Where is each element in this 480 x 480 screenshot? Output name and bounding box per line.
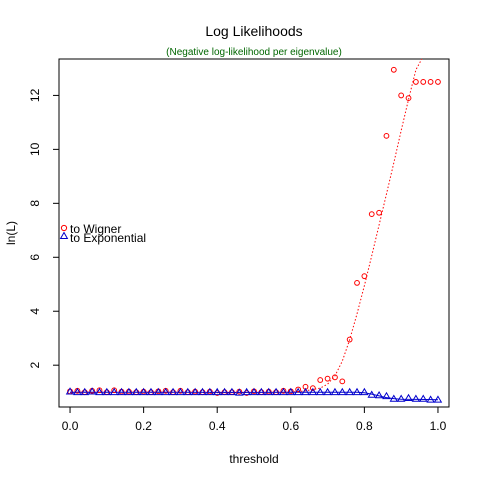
exponential-point [205, 387, 215, 396]
exponential-point [433, 395, 443, 403]
y-tick-label: 4 [28, 308, 42, 315]
exponential-point [176, 387, 185, 396]
exponential-point [146, 387, 156, 396]
exponential-point [396, 394, 406, 402]
wigner-point [368, 211, 375, 218]
legend-exponential-label: to Exponential [70, 231, 146, 245]
chart-subtitle: (Negative log-likelihood per eigenvalue) [166, 47, 342, 58]
x-tick-label: 0.8 [356, 419, 373, 433]
exponential-point [293, 387, 303, 396]
x-tick-label: 0.4 [209, 419, 226, 433]
x-axis-label: threshold [229, 452, 278, 466]
exponential-point [87, 387, 97, 395]
exponential-point [235, 388, 244, 396]
y-axis-label: ln(L) [4, 221, 18, 245]
y-tick-label: 8 [28, 200, 42, 207]
exponential-point [102, 387, 112, 396]
wigner-point [346, 336, 353, 343]
wigner-point [398, 92, 405, 99]
exponential-point [198, 387, 207, 396]
wigner-point [376, 209, 382, 216]
y-tick-label: 2 [28, 362, 42, 369]
exponential-point [257, 387, 266, 396]
y-axis: 2 4 6 8 10 12 [28, 88, 60, 369]
exponential-point [374, 391, 384, 399]
exponential-point [330, 387, 340, 396]
exponential-point [95, 387, 104, 396]
wigner-point [427, 79, 434, 85]
exponential-point [242, 387, 251, 396]
exponential-point [301, 387, 310, 396]
exponential-point [426, 395, 435, 403]
exponential-point [345, 387, 354, 396]
y-tick-label: 10 [28, 142, 42, 156]
x-tick-label: 0.6 [282, 419, 299, 433]
exponential-point [389, 394, 399, 402]
y-tick-label: 6 [28, 254, 42, 261]
exponential-point [264, 387, 273, 396]
exponential-point [65, 387, 75, 395]
wigner-point [361, 273, 368, 280]
x-tick-label: 0.2 [135, 419, 152, 433]
exponential-point [227, 387, 237, 396]
exponential-point [360, 387, 369, 396]
wigner-point [390, 66, 397, 73]
wigner-point [420, 79, 427, 85]
wigner-point [354, 280, 360, 286]
exponential-point [249, 387, 259, 396]
exponential-point [212, 387, 222, 396]
exponential-point [308, 387, 318, 396]
x-tick-label: 0.0 [62, 419, 79, 433]
wigner-point [324, 375, 331, 382]
exponential-point [338, 387, 347, 396]
data-points [65, 66, 443, 403]
exponential-point [131, 387, 141, 396]
exponential-point [109, 387, 119, 396]
exponential-point [183, 387, 193, 396]
wigner-point [317, 377, 324, 383]
exponential-point [323, 387, 332, 396]
exponential-point [367, 390, 377, 398]
exponential-point [161, 387, 170, 396]
exponential-point [286, 387, 296, 396]
legend: to Wigner to Exponential [59, 222, 146, 245]
exponential-point [139, 387, 148, 396]
wigner-fit-line [70, 58, 423, 394]
exponential-point [315, 387, 325, 396]
fit-lines [70, 58, 439, 401]
wigner-point [405, 95, 412, 102]
exponential-point [279, 387, 288, 396]
x-tick-label: 1.0 [430, 419, 447, 433]
wigner-point [309, 385, 316, 392]
exponential-point [73, 387, 82, 396]
chart-title: Log Likelihoods [205, 23, 302, 39]
exponential-point [352, 387, 362, 396]
wigner-point [412, 79, 419, 85]
wigner-point [435, 79, 441, 85]
exponential-point [404, 393, 413, 401]
wigner-point [339, 378, 346, 385]
wigner-point [295, 386, 302, 393]
exponential-point [168, 387, 178, 396]
legend-exponential-marker [59, 231, 69, 239]
y-tick-label: 12 [28, 88, 42, 102]
exponential-point [190, 387, 200, 396]
exponential-point [220, 387, 229, 396]
exponential-point [418, 394, 428, 402]
exponential-point [271, 387, 281, 396]
exponential-point [382, 391, 391, 400]
exponential-point [411, 394, 421, 402]
wigner-point [332, 374, 338, 381]
legend-wigner-label: to Wigner [70, 222, 121, 236]
exponential-point [154, 387, 163, 396]
exponential-point [80, 387, 90, 396]
legend-wigner-marker [60, 224, 68, 232]
wigner-point [383, 132, 390, 139]
exponential-point [117, 387, 126, 396]
exponential-point [124, 387, 134, 396]
x-axis: 0.0 0.2 0.4 0.6 0.8 1.0 [62, 406, 447, 433]
